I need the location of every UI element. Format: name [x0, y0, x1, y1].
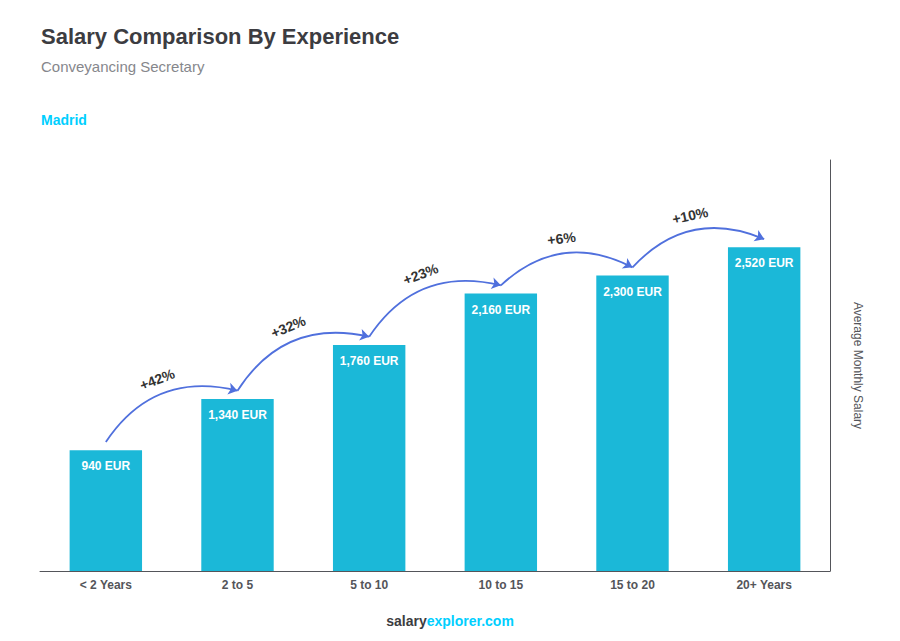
svg-text:+23%: +23% [401, 260, 441, 288]
svg-text:Average Monthly Salary: Average Monthly Salary [851, 302, 865, 429]
svg-text:2 to 5: 2 to 5 [222, 578, 254, 592]
svg-text:salary: salary [386, 613, 427, 629]
svg-text:Conveyancing Secretary: Conveyancing Secretary [41, 58, 205, 75]
svg-text:2,520 EUR: 2,520 EUR [735, 256, 794, 270]
svg-text:5 to 10: 5 to 10 [350, 578, 388, 592]
svg-text:2,160 EUR: 2,160 EUR [471, 303, 530, 317]
svg-text:940 EUR: 940 EUR [81, 459, 130, 473]
svg-text:+32%: +32% [268, 312, 308, 341]
svg-text:20+ Years: 20+ Years [736, 578, 792, 592]
svg-text:+10%: +10% [671, 204, 710, 227]
svg-text:2,300 EUR: 2,300 EUR [603, 285, 662, 299]
svg-text:+6%: +6% [546, 229, 577, 249]
svg-text:Madrid: Madrid [41, 112, 87, 128]
svg-text:10 to 15: 10 to 15 [478, 578, 523, 592]
svg-text:+42%: +42% [137, 365, 177, 393]
svg-text:1,340 EUR: 1,340 EUR [208, 408, 267, 422]
svg-text:Salary Comparison By Experienc: Salary Comparison By Experience [41, 24, 399, 49]
svg-text:15 to 20: 15 to 20 [610, 578, 655, 592]
svg-text:1,760 EUR: 1,760 EUR [340, 354, 399, 368]
svg-text:< 2 Years: < 2 Years [80, 578, 132, 592]
svg-text:explorer.com: explorer.com [427, 613, 514, 629]
